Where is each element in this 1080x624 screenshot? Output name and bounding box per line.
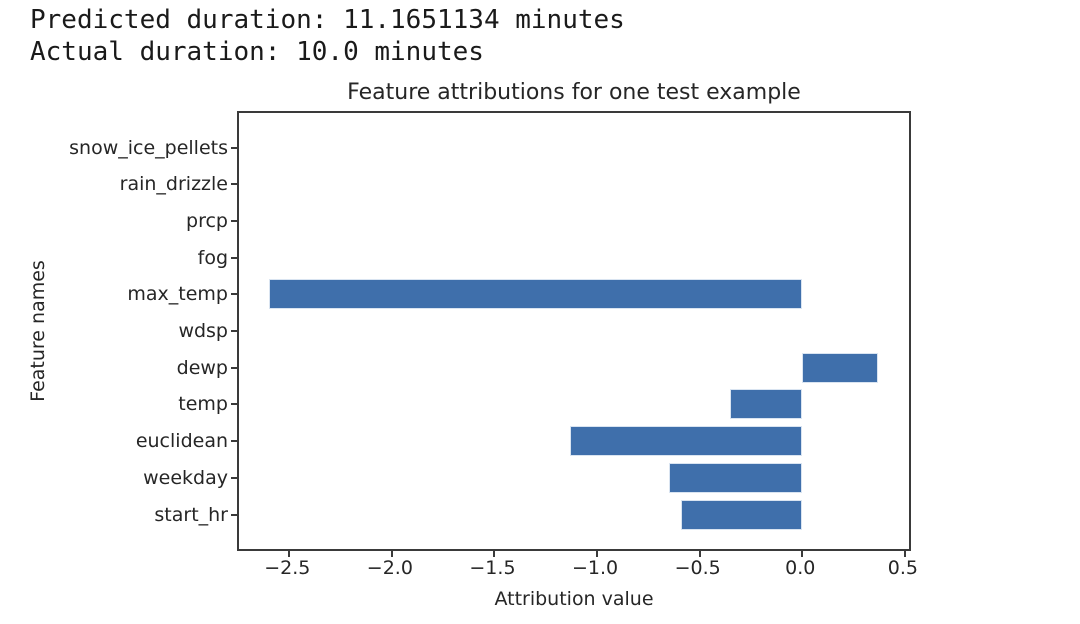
x-tick-label-−2.5: −2.5: [264, 557, 311, 579]
y-tick-mark: [231, 183, 237, 186]
y-tick-label-snow_ice_pellets: snow_ice_pellets: [69, 136, 228, 159]
plot-area: [231, 111, 911, 557]
y-tick-mark: [231, 476, 237, 479]
x-tick-label-−2.0: −2.0: [366, 557, 413, 579]
y-tick-label-dewp: dewp: [176, 356, 228, 379]
y-tick-mark: [231, 146, 237, 149]
y-tick-label-fog: fog: [197, 246, 228, 269]
y-tick-label-rain_drizzle: rain_drizzle: [119, 173, 228, 196]
bar-max_temp: [268, 279, 803, 310]
y-tick-label-start_hr: start_hr: [154, 503, 228, 526]
predicted-duration-text: Predicted duration: 11.1651134 minutes: [30, 5, 625, 35]
x-tick-mark: [288, 551, 291, 557]
actual-duration-text: Actual duration: 10.0 minutes: [30, 37, 484, 67]
x-tick-label-−1.5: −1.5: [469, 557, 516, 579]
bar-dewp: [802, 352, 879, 383]
y-tick-label-max_temp: max_temp: [127, 283, 228, 306]
y-tick-label-temp: temp: [178, 393, 228, 416]
y-tick-mark: [231, 440, 237, 443]
y-tick-mark: [231, 219, 237, 222]
chart-title: Feature attributions for one test exampl…: [347, 80, 801, 105]
x-tick-label-0.0: 0.0: [785, 557, 816, 579]
bar-temp: [730, 389, 803, 420]
x-tick-label-0.5: 0.5: [887, 557, 918, 579]
x-tick-mark: [493, 551, 496, 557]
y-tick-mark: [231, 513, 237, 516]
x-tick-mark: [903, 551, 906, 557]
x-axis-label: Attribution value: [494, 588, 654, 610]
bar-euclidean: [570, 426, 803, 457]
bar-weekday: [668, 462, 803, 493]
y-tick-mark: [231, 403, 237, 406]
x-tick-mark: [698, 551, 701, 557]
bar-start_hr: [681, 499, 803, 530]
y-tick-label-prcp: prcp: [186, 209, 228, 232]
x-tick-mark: [801, 551, 804, 557]
y-tick-mark: [231, 366, 237, 369]
y-tick-label-weekday: weekday: [143, 466, 228, 489]
y-tick-mark: [231, 330, 237, 332]
y-tick-mark: [231, 293, 237, 296]
x-tick-mark: [390, 551, 393, 557]
x-tick-label-−0.5: −0.5: [674, 557, 721, 579]
y-tick-label-wdsp: wdsp: [178, 320, 228, 342]
x-tick-mark: [596, 551, 599, 557]
x-tick-label-−1.0: −1.0: [572, 557, 619, 579]
y-tick-label-euclidean: euclidean: [135, 430, 228, 453]
y-tick-mark: [231, 256, 237, 259]
